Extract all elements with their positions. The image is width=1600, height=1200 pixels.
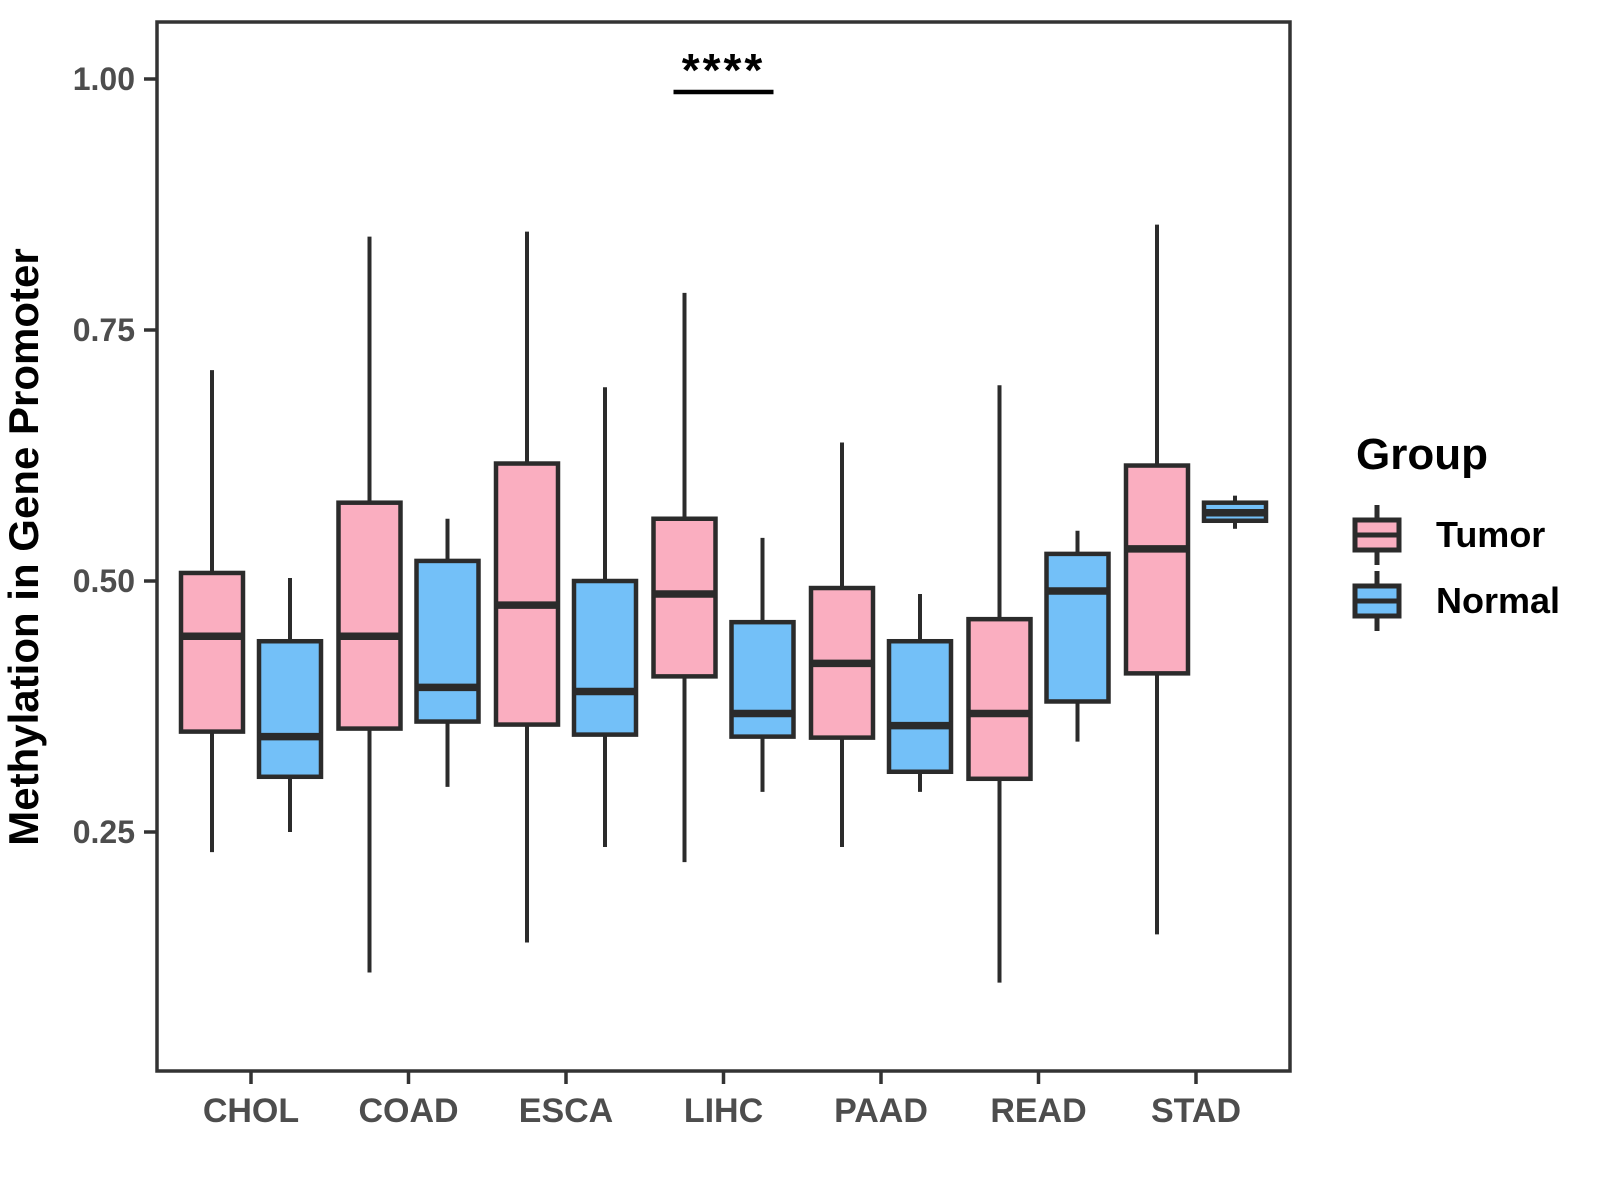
box-ESCA-Tumor [493,461,561,727]
y-tick-label-0.25: 0.25 [73,814,135,850]
box-STAD-Tumor [1123,463,1191,676]
plot-area: 0.25 0.50 0.75 1.00 CHOL COAD ESCA LIHC PAAD READ… [73,20,1292,1130]
x-category-label-LIHC: LIHC [684,1092,763,1130]
tumor-boxplot-key-icon [1352,504,1402,565]
box-ESCA-Normal [571,578,639,737]
y-tick-label-0.50: 0.50 [73,563,135,599]
legend-item-normal: Normal [1348,569,1588,633]
box-LIHC-Normal [729,619,796,739]
x-category-label-COAD: COAD [358,1092,458,1130]
box-CHOL-Normal [256,638,324,780]
x-category-label-PAAD: PAAD [834,1092,928,1130]
panel-border [155,20,1292,1073]
legend-item-tumor: Tumor [1348,503,1588,567]
x-category-label-READ: READ [990,1092,1086,1130]
legend-title: Group [1356,430,1488,479]
legend-label-tumor: Tumor [1436,513,1546,555]
box-COAD-Normal [414,558,481,724]
legend-label-normal: Normal [1436,579,1561,621]
box-COAD-Tumor [336,500,403,731]
box-READ-Normal [1044,551,1111,704]
box-READ-Tumor [966,616,1033,782]
legend: Group Tumor Normal [1348,430,1588,635]
box-PAAD-Normal [886,638,954,775]
x-category-label-CHOL: CHOL [203,1092,299,1130]
y-tick-label-0.75: 0.75 [73,312,135,348]
x-category-label-ESCA: ESCA [519,1092,613,1130]
y-axis-title: Methylation in Gene Promoter [0,248,47,845]
box-CHOL-Tumor [178,570,246,734]
y-tick-label-1.00: 1.00 [73,61,135,97]
x-category-label-STAD: STAD [1151,1092,1241,1130]
normal-boxplot-key-icon [1352,570,1402,631]
significance-stars-LIHC: **** [682,44,766,96]
